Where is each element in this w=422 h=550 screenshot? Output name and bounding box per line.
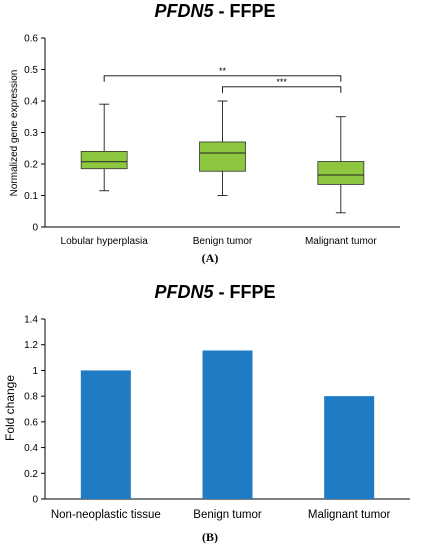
chart-a-box-2 (317, 116, 365, 214)
chart-a-yticks: 0 0.1 0.2 0.3 0.4 0.5 0.6 (24, 34, 45, 234)
chart-a-category-label: Benign tumor (193, 236, 253, 247)
chart-b-ytick-label: 1.4 (24, 315, 38, 326)
chart-a-box-rect (199, 141, 246, 172)
chart-a-ytick-label: 0.5 (24, 65, 38, 76)
chart-b-ytick-label: 0.8 (24, 392, 38, 403)
chart-a: PFDN5 - FFPE Normalized gene expression … (9, 1, 400, 265)
chart-a-ylabel: Normalized gene expression (9, 70, 20, 197)
chart-b-title: PFDN5 - FFPE (154, 282, 275, 302)
chart-b-ytick-label: 0.6 (24, 417, 38, 428)
chart-a-box-0 (80, 103, 128, 192)
chart-a-box-1 (199, 100, 246, 196)
chart-b-categories: Non-neoplastic tissue Benign tumor Maligna… (51, 509, 391, 521)
chart-a-sig-bracket-1: *** (222, 77, 342, 93)
chart-b-category-label: Malignant tumor (308, 509, 391, 521)
chart-a-significance: ***** (103, 66, 342, 93)
chart-b-title-gene: PFDN5 (154, 282, 214, 302)
chart-b-ylabel: Fold change (3, 375, 17, 441)
chart-a-box-rect (80, 150, 128, 170)
chart-a-ytick-label: 0.1 (24, 191, 38, 202)
chart-b-category-label: Non-neoplastic tissue (51, 509, 161, 521)
chart-a-sig-label: ** (219, 66, 227, 76)
chart-a-ytick-label: 0.6 (24, 34, 38, 45)
chart-b-bar-1 (202, 350, 253, 499)
chart-b-ytick-label: 0.4 (24, 443, 38, 454)
chart-b-bar-0 (80, 370, 131, 499)
chart-b-ytick-label: 1 (32, 366, 38, 377)
chart-a-ytick-label: 0.2 (24, 160, 38, 171)
chart-a-title-rest: - FFPE (214, 1, 276, 21)
chart-a-box-rect (317, 161, 365, 185)
chart-b-bars (80, 350, 375, 499)
chart-a-categories: Lobular hyperplasia Benign tumor Malignant… (61, 236, 378, 247)
chart-a-sig-bracket-0: ** (103, 66, 342, 82)
chart-b-category-label: Benign tumor (193, 509, 262, 521)
chart-a-sig-line (222, 86, 342, 93)
chart-a-category-label: Malignant tumor (305, 236, 377, 247)
chart-a-ytick-label: 0.4 (24, 97, 38, 108)
chart-b-yticks: 0 0.2 0.4 0.6 0.8 1 1.2 1.4 (24, 315, 45, 506)
chart-a-title-gene: PFDN5 (154, 1, 214, 21)
chart-b-ytick-label: 1.2 (24, 340, 38, 351)
chart-a-panel-label: (A) (202, 251, 219, 265)
chart-b-ytick-label: 0.2 (24, 469, 38, 480)
chart-a-ytick-label: 0 (32, 223, 38, 234)
chart-a-title: PFDN5 - FFPE (154, 1, 275, 21)
chart-b: PFDN5 - FFPE Fold change 0 0.2 0.4 0.6 0.8 1 1… (3, 282, 410, 544)
chart-a-ytick-label: 0.3 (24, 128, 38, 139)
chart-b-panel-label: (B) (202, 530, 218, 544)
chart-b-title-rest: - FFPE (214, 282, 276, 302)
chart-a-boxes (80, 100, 365, 214)
chart-b-bar-2 (324, 396, 375, 499)
chart-b-ytick-label: 0 (32, 495, 38, 506)
chart-a-sig-line (103, 75, 342, 82)
chart-a-sig-label: *** (276, 77, 287, 87)
chart-a-category-label: Lobular hyperplasia (61, 236, 149, 247)
